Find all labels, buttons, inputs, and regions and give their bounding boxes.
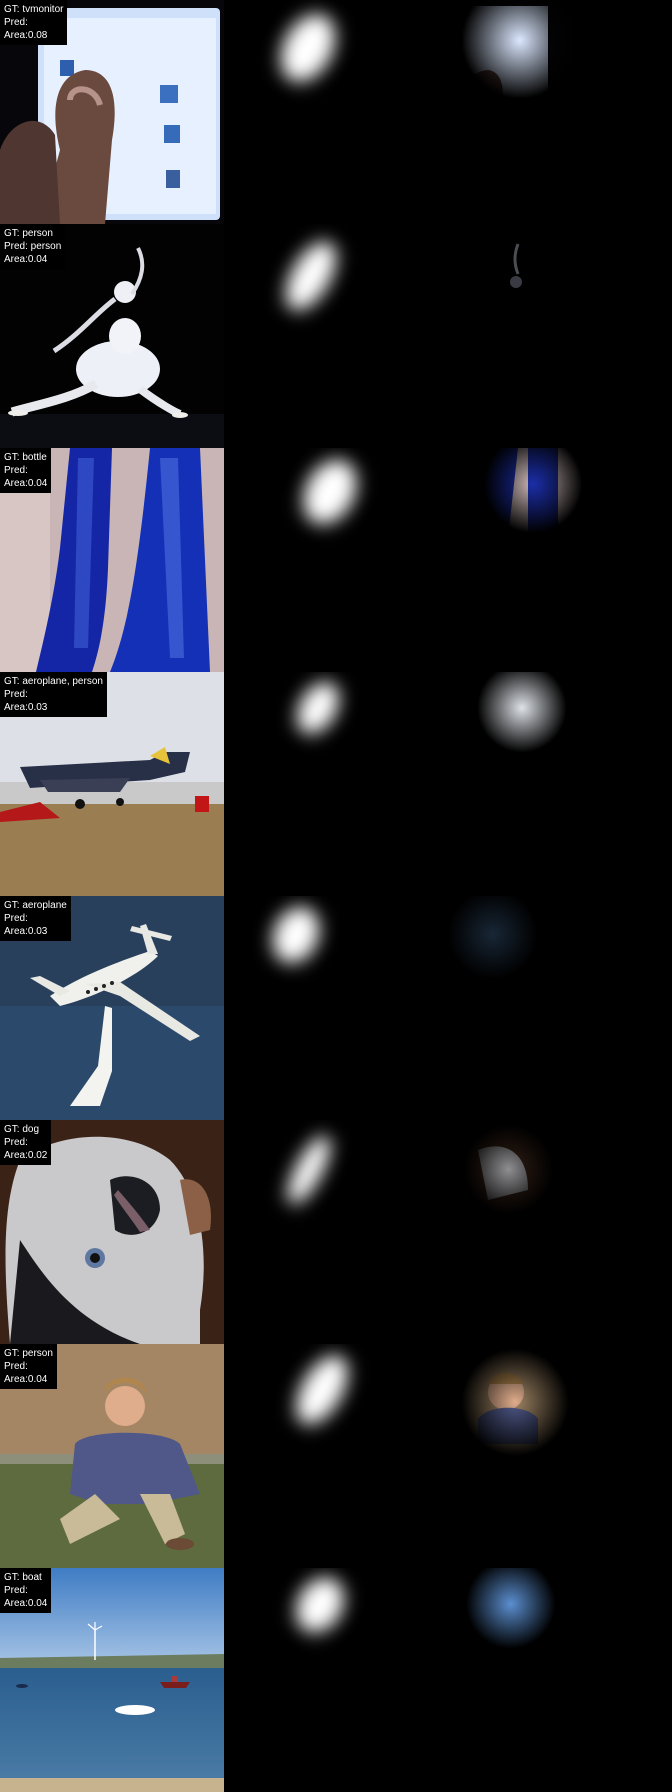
photo-dog xyxy=(0,1120,224,1344)
masked-photo-dog xyxy=(448,1120,672,1344)
masked-photo-aeroplane xyxy=(448,672,672,896)
area-label: Area:0.02 xyxy=(4,1150,48,1161)
pred-label: Pred: xyxy=(4,1137,28,1148)
original-image-cell: GT: aeroplane, person Pred: Area:0.03 xyxy=(0,672,224,896)
result-row: GT: tvmonitor Pred: Area:0.08 xyxy=(0,0,672,224)
mask-blob xyxy=(279,1130,339,1210)
caption-box: GT: aeroplane Pred: Area:0.03 xyxy=(0,896,71,941)
pred-label: Pred: xyxy=(4,913,28,924)
pred-label: Pred: xyxy=(4,465,28,476)
masked-image-cell xyxy=(448,448,672,672)
mask-blob xyxy=(285,1347,359,1433)
gt-label: GT: aeroplane xyxy=(4,900,67,911)
mask-blob xyxy=(269,4,347,92)
gt-label: GT: person xyxy=(4,1348,53,1359)
mask-blob xyxy=(286,1568,354,1642)
caption-box: GT: person Pred: person Area:0.04 xyxy=(0,224,66,269)
area-label: Area:0.03 xyxy=(4,926,48,937)
attention-mask-cell xyxy=(224,896,448,1120)
mask-blob xyxy=(292,450,368,534)
original-image-cell: GT: dog Pred: Area:0.02 xyxy=(0,1120,224,1344)
original-image-cell: GT: person Pred: Area:0.04 xyxy=(0,1344,224,1568)
attention-mask-cell xyxy=(224,672,448,896)
pred-label: Pred: person xyxy=(4,241,62,252)
area-label: Area:0.04 xyxy=(4,1598,48,1609)
masked-photo-aeroplane-model xyxy=(448,896,672,1120)
mask-blob xyxy=(275,233,347,319)
masked-image-cell xyxy=(448,1344,672,1568)
masked-image-cell xyxy=(448,1120,672,1344)
area-label: Area:0.04 xyxy=(4,1374,48,1385)
caption-box: GT: dog Pred: Area:0.02 xyxy=(0,1120,52,1165)
gt-label: GT: bottle xyxy=(4,452,47,463)
original-image-cell: GT: person Pred: person Area:0.04 xyxy=(0,224,224,448)
mask-blob xyxy=(288,674,348,742)
gt-label: GT: aeroplane, person xyxy=(4,676,103,687)
masked-photo-boat xyxy=(448,1568,672,1792)
original-image-cell: GT: bottle Pred: Area:0.04 xyxy=(0,448,224,672)
area-label: Area:0.08 xyxy=(4,30,48,41)
photo-tvmonitor xyxy=(0,0,224,224)
pred-label: Pred: xyxy=(4,1361,28,1372)
caption-box: GT: bottle Pred: Area:0.04 xyxy=(0,448,52,493)
masked-image-cell xyxy=(448,0,672,224)
masked-image-cell xyxy=(448,1568,672,1792)
gt-label: GT: person xyxy=(4,228,53,239)
masked-photo-tvmonitor xyxy=(448,0,672,224)
attention-mask-cell xyxy=(224,1120,448,1344)
gt-label: GT: tvmonitor xyxy=(4,4,64,15)
attention-mask-cell xyxy=(224,1344,448,1568)
mask-blob xyxy=(264,899,328,971)
pred-label: Pred: xyxy=(4,17,28,28)
masked-image-cell xyxy=(448,672,672,896)
result-row: GT: bottle Pred: Area:0.04 xyxy=(0,448,672,672)
area-label: Area:0.03 xyxy=(4,702,48,713)
result-row: GT: dog Pred: Area:0.02 xyxy=(0,1120,672,1344)
gt-label: GT: dog xyxy=(4,1124,40,1135)
original-image-cell: GT: boat Pred: Area:0.04 xyxy=(0,1568,224,1792)
masked-image-cell xyxy=(448,224,672,448)
attention-mask-cell xyxy=(224,0,448,224)
pred-label: Pred: xyxy=(4,1585,28,1596)
area-label: Area:0.04 xyxy=(4,254,48,265)
pred-label: Pred: xyxy=(4,689,28,700)
original-image-cell: GT: aeroplane Pred: Area:0.03 xyxy=(0,896,224,1120)
masked-image-cell xyxy=(448,896,672,1120)
result-row: GT: person Pred: Area:0.04 xyxy=(0,1344,672,1568)
caption-box: GT: aeroplane, person Pred: Area:0.03 xyxy=(0,672,107,717)
result-row: GT: aeroplane, person Pred: Area:0.03 xyxy=(0,672,672,896)
area-label: Area:0.04 xyxy=(4,478,48,489)
caption-box: GT: person Pred: Area:0.04 xyxy=(0,1344,57,1389)
masked-photo-bottle xyxy=(448,448,672,672)
caption-box: GT: boat Pred: Area:0.04 xyxy=(0,1568,52,1613)
result-row: GT: aeroplane Pred: Area:0.03 xyxy=(0,896,672,1120)
masked-photo-person-crouching xyxy=(448,1344,672,1568)
result-row: GT: boat Pred: Area:0.04 xyxy=(0,1568,672,1792)
caption-box: GT: tvmonitor Pred: Area:0.08 xyxy=(0,0,68,45)
original-image-cell: GT: tvmonitor Pred: Area:0.08 xyxy=(0,0,224,224)
photo-boat xyxy=(0,1568,224,1792)
result-row: GT: person Pred: person Area:0.04 xyxy=(0,224,672,448)
attention-mask-cell xyxy=(224,448,448,672)
attention-mask-cell xyxy=(224,224,448,448)
attention-mask-cell xyxy=(224,1568,448,1792)
gt-label: GT: boat xyxy=(4,1572,42,1583)
masked-photo-person xyxy=(448,224,672,448)
photo-aeroplane-person xyxy=(0,672,224,896)
